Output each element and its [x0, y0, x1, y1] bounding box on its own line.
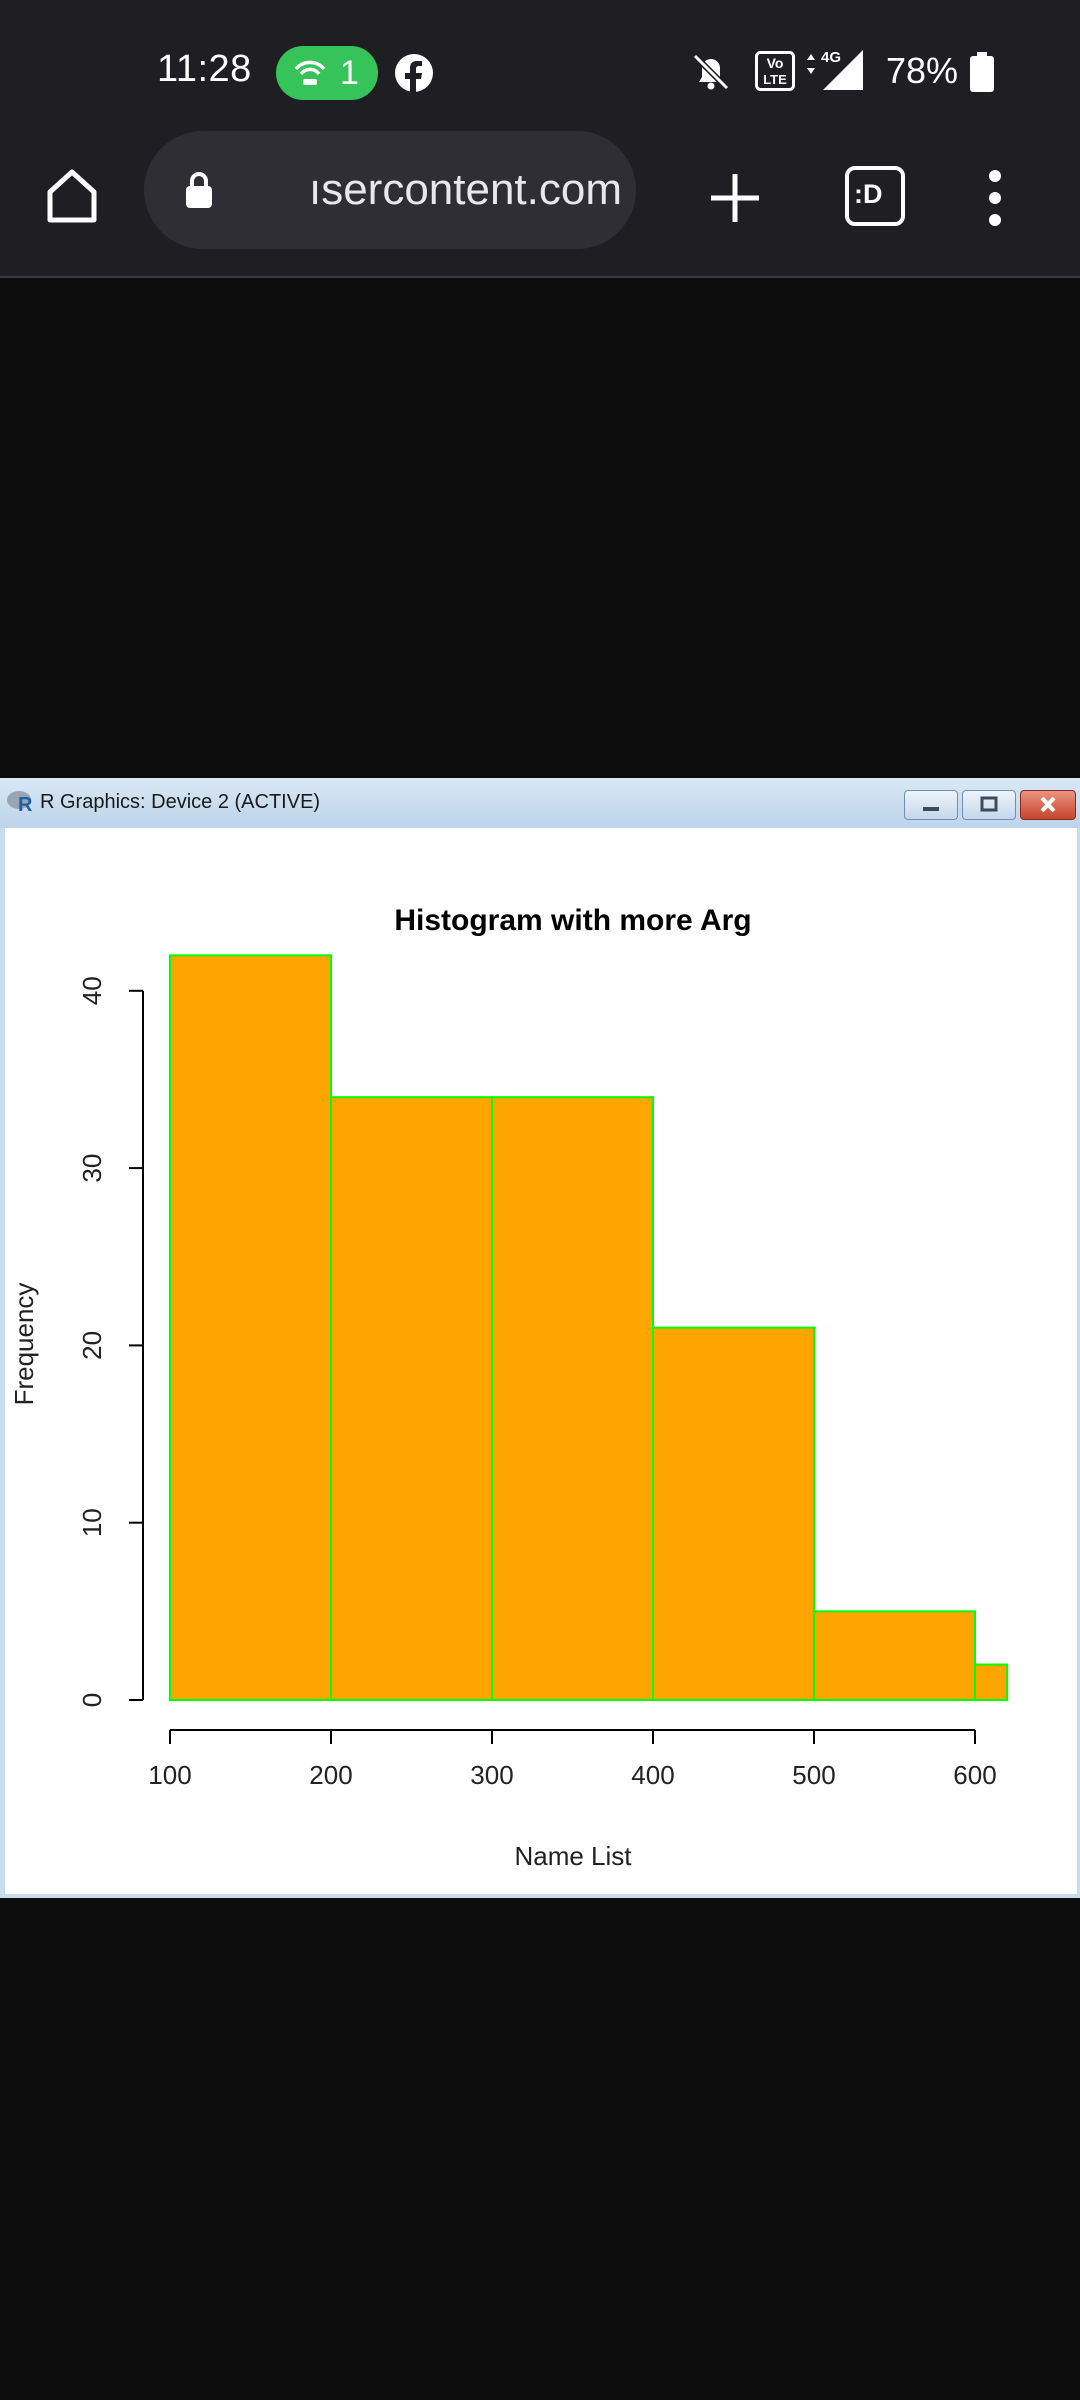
window-title: R Graphics: Device 2 (ACTIVE) — [40, 791, 321, 813]
x-tick-label-400: 400 — [631, 1760, 674, 1790]
histogram-chart: 100 200 300 400 500 600 0 10 20 30 40 Histogram wit… — [9, 904, 1009, 1871]
close-icon — [1040, 796, 1056, 813]
url-bar[interactable]: ısercontent.com — [144, 131, 636, 249]
histogram-bar-6 — [974, 1663, 1009, 1701]
hotspot-icon — [294, 60, 326, 85]
window-titlebar[interactable]: R R Graphics: Device 2 (ACTIVE) — [0, 778, 1080, 828]
maximize-button[interactable] — [962, 790, 1016, 820]
x-tick-label-500: 500 — [792, 1760, 835, 1790]
volte-icon: Vo LTE — [755, 51, 795, 91]
y-tick-label-10: 10 — [77, 1508, 107, 1537]
chart-title: Histogram with more Arg — [394, 904, 751, 937]
r-graphics-window: R R Graphics: Device 2 (ACTIVE) 100 200 30… — [0, 778, 1080, 1898]
tab-switcher-button[interactable]: :D — [845, 166, 905, 226]
home-button[interactable] — [40, 164, 104, 228]
x-axis-label: Name List — [514, 1841, 632, 1871]
bell-off-icon — [692, 53, 730, 91]
signal-4g-icon: 4G — [807, 49, 863, 90]
svg-text:Vo: Vo — [767, 55, 784, 71]
lock-icon — [186, 172, 212, 208]
maximize-icon — [980, 796, 998, 812]
x-tick-label-300: 300 — [470, 1760, 513, 1790]
minimize-icon — [923, 807, 939, 811]
histogram-bar-4 — [652, 1326, 815, 1701]
battery-percent: 78% — [886, 50, 959, 91]
minimize-button[interactable] — [904, 790, 958, 820]
x-tick-label-100: 100 — [148, 1760, 191, 1790]
y-axis-label: Frequency — [9, 1283, 39, 1406]
y-tick-label-40: 40 — [77, 976, 107, 1005]
histogram-bar-2 — [330, 1096, 493, 1701]
hotspot-count: 1 — [340, 54, 359, 92]
plot-area: 100 200 300 400 500 600 0 10 20 30 40 Histogram wit… — [5, 828, 1077, 1894]
x-tick-label-200: 200 — [309, 1760, 352, 1790]
hotspot-indicator: 1 — [276, 46, 378, 100]
y-tick-label-30: 30 — [77, 1154, 107, 1183]
status-time: 11:28 — [157, 48, 252, 90]
browser-toolbar: ısercontent.com :D — [0, 131, 1080, 278]
status-bar: 11:28 1 Vo LTE 4G 78% — [0, 0, 1080, 140]
y-tick-label-0: 0 — [77, 1693, 107, 1707]
y-tick-label-20: 20 — [77, 1331, 107, 1360]
tab-switcher-icon: :D — [854, 179, 883, 209]
battery-icon — [970, 52, 994, 92]
close-button[interactable] — [1020, 790, 1076, 820]
histogram-bar-1 — [169, 954, 332, 1701]
svg-text:R: R — [18, 794, 33, 814]
r-logo-icon: R — [7, 791, 33, 814]
facebook-icon — [395, 54, 433, 93]
more-vert-icon[interactable] — [980, 166, 1010, 230]
histogram-bar-5 — [813, 1610, 976, 1701]
histogram-bar-3 — [491, 1096, 654, 1701]
new-tab-button[interactable] — [703, 166, 767, 230]
svg-text:4G: 4G — [821, 49, 841, 66]
svg-text:LTE: LTE — [763, 72, 787, 87]
url-text: ısercontent.com — [308, 165, 622, 214]
x-tick-label-600: 600 — [953, 1760, 996, 1790]
